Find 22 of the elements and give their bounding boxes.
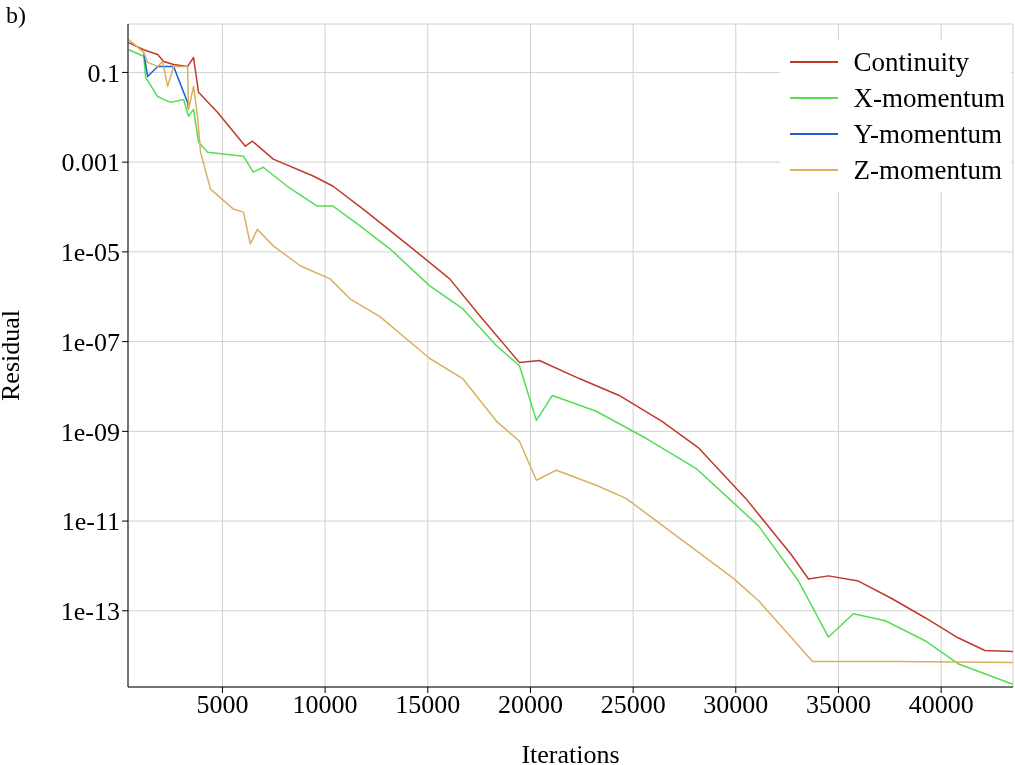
legend-label: Y-momentum [853, 118, 1003, 151]
x-tick-label: 25000 [600, 690, 666, 720]
y-tick-label: 1e-09 [60, 417, 120, 447]
x-tick-label: 15000 [395, 690, 461, 720]
y-tick-label: 1e-13 [60, 597, 120, 627]
y-tick-label: 1e-07 [60, 327, 120, 357]
y-tick-label: 1e-11 [61, 507, 120, 537]
x-tick-label: 40000 [908, 690, 974, 720]
y-axis-title: Residual [0, 310, 26, 401]
text: b) [6, 2, 26, 29]
x-tick-label: 5000 [196, 690, 249, 720]
y-tick-label: 0.001 [61, 148, 120, 178]
x-axis-title: Iterations [521, 740, 620, 765]
x-tick-label: 20000 [497, 690, 563, 720]
legend-label: Z-momentum [853, 154, 1002, 187]
y-tick-label: 1e-05 [60, 238, 120, 268]
legend-label: Continuity [853, 46, 970, 79]
legend-label: X-momentum [853, 82, 1005, 115]
y-tick-label: 0.1 [87, 58, 120, 88]
x-tick-label: 30000 [703, 690, 769, 720]
x-tick-label: 10000 [292, 690, 358, 720]
x-tick-label: 35000 [805, 690, 871, 720]
